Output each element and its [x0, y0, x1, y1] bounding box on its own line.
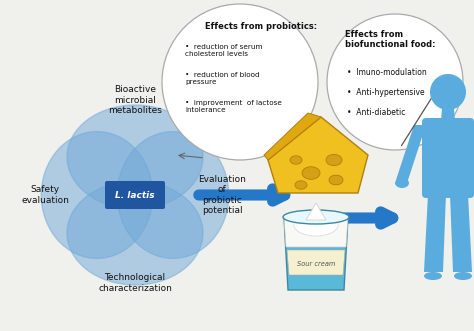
Ellipse shape: [117, 131, 229, 259]
Ellipse shape: [454, 272, 472, 280]
Polygon shape: [306, 203, 326, 220]
Polygon shape: [470, 125, 474, 180]
Ellipse shape: [41, 131, 153, 259]
Polygon shape: [268, 117, 368, 193]
Circle shape: [162, 4, 318, 160]
Text: Effects from probiotics:: Effects from probiotics:: [205, 22, 317, 31]
Ellipse shape: [302, 167, 320, 179]
Text: •  improvement  of lactose
intolerance: • improvement of lactose intolerance: [185, 100, 282, 113]
FancyBboxPatch shape: [105, 181, 165, 209]
Ellipse shape: [294, 214, 338, 236]
Ellipse shape: [329, 175, 343, 185]
Ellipse shape: [295, 181, 307, 189]
Text: Technological
characterization: Technological characterization: [98, 273, 172, 293]
Polygon shape: [264, 113, 321, 160]
Text: •  Anti-hypertensive: • Anti-hypertensive: [347, 88, 425, 97]
Text: Bioactive
microbial
metabolites: Bioactive microbial metabolites: [108, 85, 162, 115]
Polygon shape: [441, 108, 455, 122]
Text: Evaluation
of
probiotic
potential: Evaluation of probiotic potential: [198, 175, 246, 215]
Polygon shape: [284, 217, 348, 247]
Text: •  reduction of serum
cholesterol levels: • reduction of serum cholesterol levels: [185, 44, 263, 57]
Polygon shape: [450, 194, 472, 272]
Text: Safety
evaluation: Safety evaluation: [21, 185, 69, 205]
Text: Effects from
biofunctional food:: Effects from biofunctional food:: [345, 30, 436, 49]
Text: •  Anti-diabetic: • Anti-diabetic: [347, 108, 405, 117]
Ellipse shape: [283, 210, 349, 224]
Circle shape: [430, 74, 466, 110]
Ellipse shape: [67, 181, 203, 285]
Polygon shape: [284, 217, 348, 290]
Text: Sour cream: Sour cream: [297, 261, 335, 267]
Text: •  reduction of blood
pressure: • reduction of blood pressure: [185, 72, 260, 85]
Polygon shape: [287, 250, 345, 275]
Ellipse shape: [290, 156, 302, 164]
Polygon shape: [396, 125, 426, 180]
FancyBboxPatch shape: [422, 118, 474, 198]
Text: •  Imuno-modulation: • Imuno-modulation: [347, 68, 427, 77]
Ellipse shape: [424, 272, 442, 280]
Ellipse shape: [326, 154, 342, 166]
Ellipse shape: [395, 178, 409, 188]
Circle shape: [327, 14, 463, 150]
Text: L. lactis: L. lactis: [115, 191, 155, 200]
Ellipse shape: [67, 105, 203, 209]
Polygon shape: [424, 194, 446, 272]
